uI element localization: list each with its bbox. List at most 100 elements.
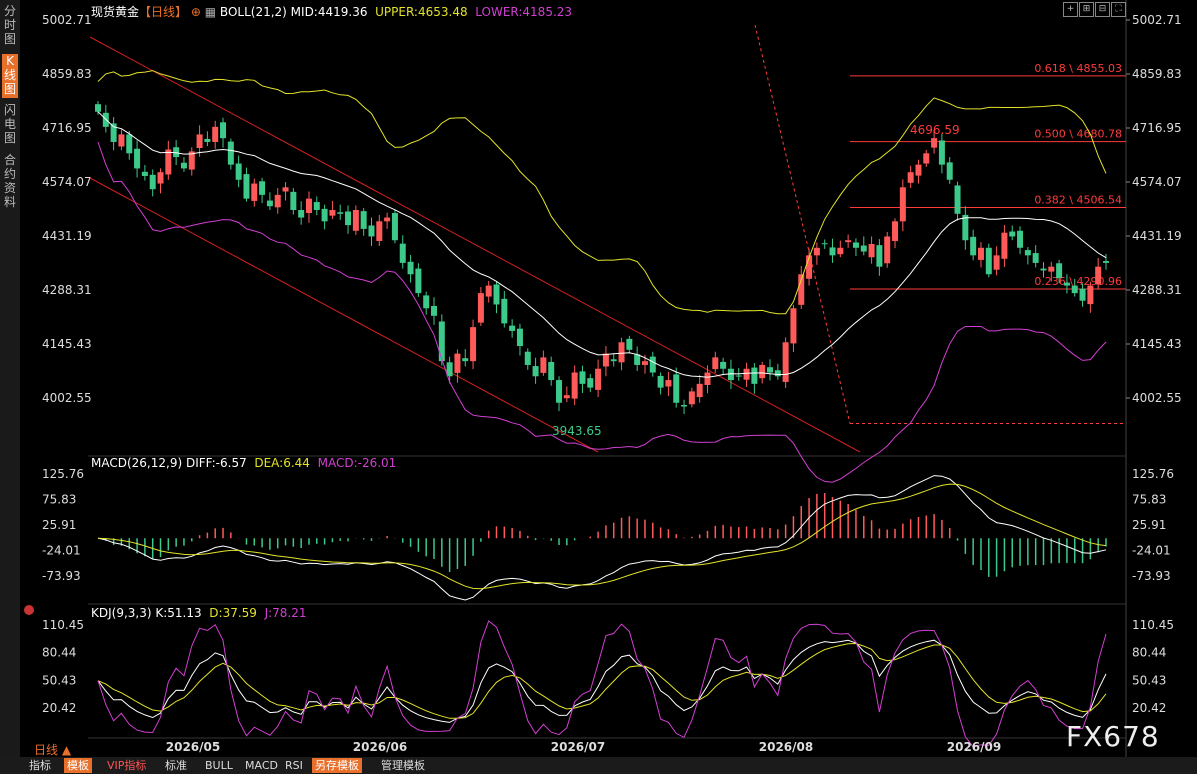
fullscreen-icon[interactable]: ⛶ (1111, 2, 1126, 17)
candle-body (915, 164, 922, 176)
candle-body (477, 293, 484, 323)
tab-flash[interactable]: 闪电图 (3, 103, 16, 145)
candle-body (977, 247, 984, 260)
candle-body (727, 368, 734, 381)
tab-timeshare[interactable]: 分时图 (3, 4, 16, 46)
candle-body (665, 380, 672, 387)
boll-settings-icon[interactable]: ▦ (204, 5, 217, 19)
high-price-label: 4696.59 (910, 123, 960, 137)
price-tick-label-left: 4716.95 (42, 121, 92, 135)
period-selector[interactable]: 日线 ▲ (34, 743, 72, 757)
candle-body (282, 187, 289, 192)
candle-body (1048, 266, 1055, 272)
fib-diagonal-line (754, 24, 851, 424)
zoom-in-icon[interactable]: ⊞ (1079, 2, 1094, 17)
rsi-button[interactable]: RSI (285, 759, 303, 772)
boll-label: BOLL(21,2) (219, 5, 287, 19)
candle-body (1001, 232, 1008, 259)
candle-body (540, 357, 547, 373)
kdj-tick-label-left: 20.42 (42, 701, 76, 715)
kdj-settings-icon[interactable] (24, 605, 34, 615)
candle-body (962, 214, 969, 241)
candle-body (329, 209, 336, 216)
candle-body (688, 391, 695, 405)
crosshair-tool-icon[interactable]: + (1063, 2, 1078, 17)
candle-body (243, 174, 250, 199)
candle-body (595, 368, 602, 390)
fib-level-label: 0.618 \ 4855.03 (1034, 62, 1122, 75)
candle-body (626, 338, 633, 350)
macd-label: MACD(26,12,9) (91, 456, 183, 470)
candle-body (298, 209, 305, 218)
candle-body (845, 240, 852, 243)
price-tick-label-right: 4431.19 (1132, 229, 1182, 243)
candle-body (571, 372, 578, 399)
candle-body (735, 375, 742, 377)
fib-level-label: 0.236 \ 4290.96 (1034, 275, 1122, 288)
boll-upper: UPPER:4653.48 (375, 5, 468, 19)
tab-contract-info[interactable]: 合约资料 (3, 153, 16, 209)
candle-body (173, 147, 180, 158)
candle-body (892, 221, 899, 241)
template-button[interactable]: 模板 (64, 758, 92, 773)
indicator-button[interactable]: 指标 (29, 759, 51, 772)
candle-body (704, 372, 711, 385)
candle-body (899, 187, 906, 222)
price-tick-label-left: 4002.55 (42, 391, 92, 405)
macd-button[interactable]: MACD (245, 759, 278, 772)
candle-body (720, 361, 727, 369)
vip-indicator-button[interactable]: VIP指标 (107, 759, 147, 772)
kdj-tick-label-right: 50.43 (1132, 673, 1166, 687)
save-template-button[interactable]: 另存模板 (312, 758, 362, 773)
candle-body (954, 185, 961, 214)
candle-body (931, 138, 938, 148)
candle-body (157, 172, 164, 184)
price-tick-label-left: 4859.83 (42, 67, 92, 81)
manage-template-button[interactable]: 管理模板 (381, 759, 425, 772)
macd-value: MACD:-26.01 (317, 456, 397, 470)
candle-body (1032, 253, 1039, 263)
settings-icon[interactable]: ⊕ (190, 5, 201, 19)
candle-body (782, 342, 789, 382)
bull-button[interactable]: BULL (205, 759, 233, 772)
candle-body (509, 325, 516, 331)
candle-body (1024, 250, 1031, 256)
tab-kline[interactable]: K线图 (2, 54, 18, 98)
candle-body (95, 104, 101, 112)
candle-body (485, 285, 492, 297)
candle-body (454, 353, 461, 373)
zoom-out-icon[interactable]: ⊟ (1095, 2, 1110, 17)
candle-body (1056, 263, 1063, 279)
price-tick-label-left: 4431.19 (42, 229, 92, 243)
kdj-tick-label-left: 50.43 (42, 673, 76, 687)
candle-body (345, 211, 352, 226)
candle-body (204, 138, 211, 142)
candle-body (313, 202, 320, 210)
candle-body (524, 351, 531, 365)
macd-tick-label-right: 25.91 (1132, 518, 1166, 532)
candle-body (438, 321, 445, 362)
candle-body (368, 225, 375, 237)
kdj-tick-label-left: 80.44 (42, 646, 76, 660)
candle-body (923, 153, 930, 164)
candle-body (798, 274, 805, 305)
period-tag[interactable]: 【日线】 (139, 5, 188, 19)
macd-tick-label-left: 25.91 (42, 518, 76, 532)
standard-button[interactable]: 标准 (165, 759, 187, 772)
boll-lower: LOWER:4185.23 (475, 5, 573, 19)
price-tick-label-left: 4288.31 (42, 283, 92, 297)
macd-tick-label-left: 75.83 (42, 493, 76, 507)
channel-lower-line (89, 177, 599, 453)
candle-body (884, 236, 891, 264)
kdj-tick-label-right: 80.44 (1132, 646, 1166, 660)
price-tick-label-right: 4716.95 (1132, 121, 1182, 135)
candle-body (1040, 268, 1047, 271)
candle-body (290, 191, 297, 210)
candle-body (399, 243, 406, 263)
macd-tick-label-right: 75.83 (1132, 493, 1166, 507)
candle-body (1071, 285, 1078, 294)
kdj-tick-label-left: 110.45 (42, 618, 84, 632)
candle-body (407, 261, 414, 275)
candle-body (180, 162, 187, 169)
